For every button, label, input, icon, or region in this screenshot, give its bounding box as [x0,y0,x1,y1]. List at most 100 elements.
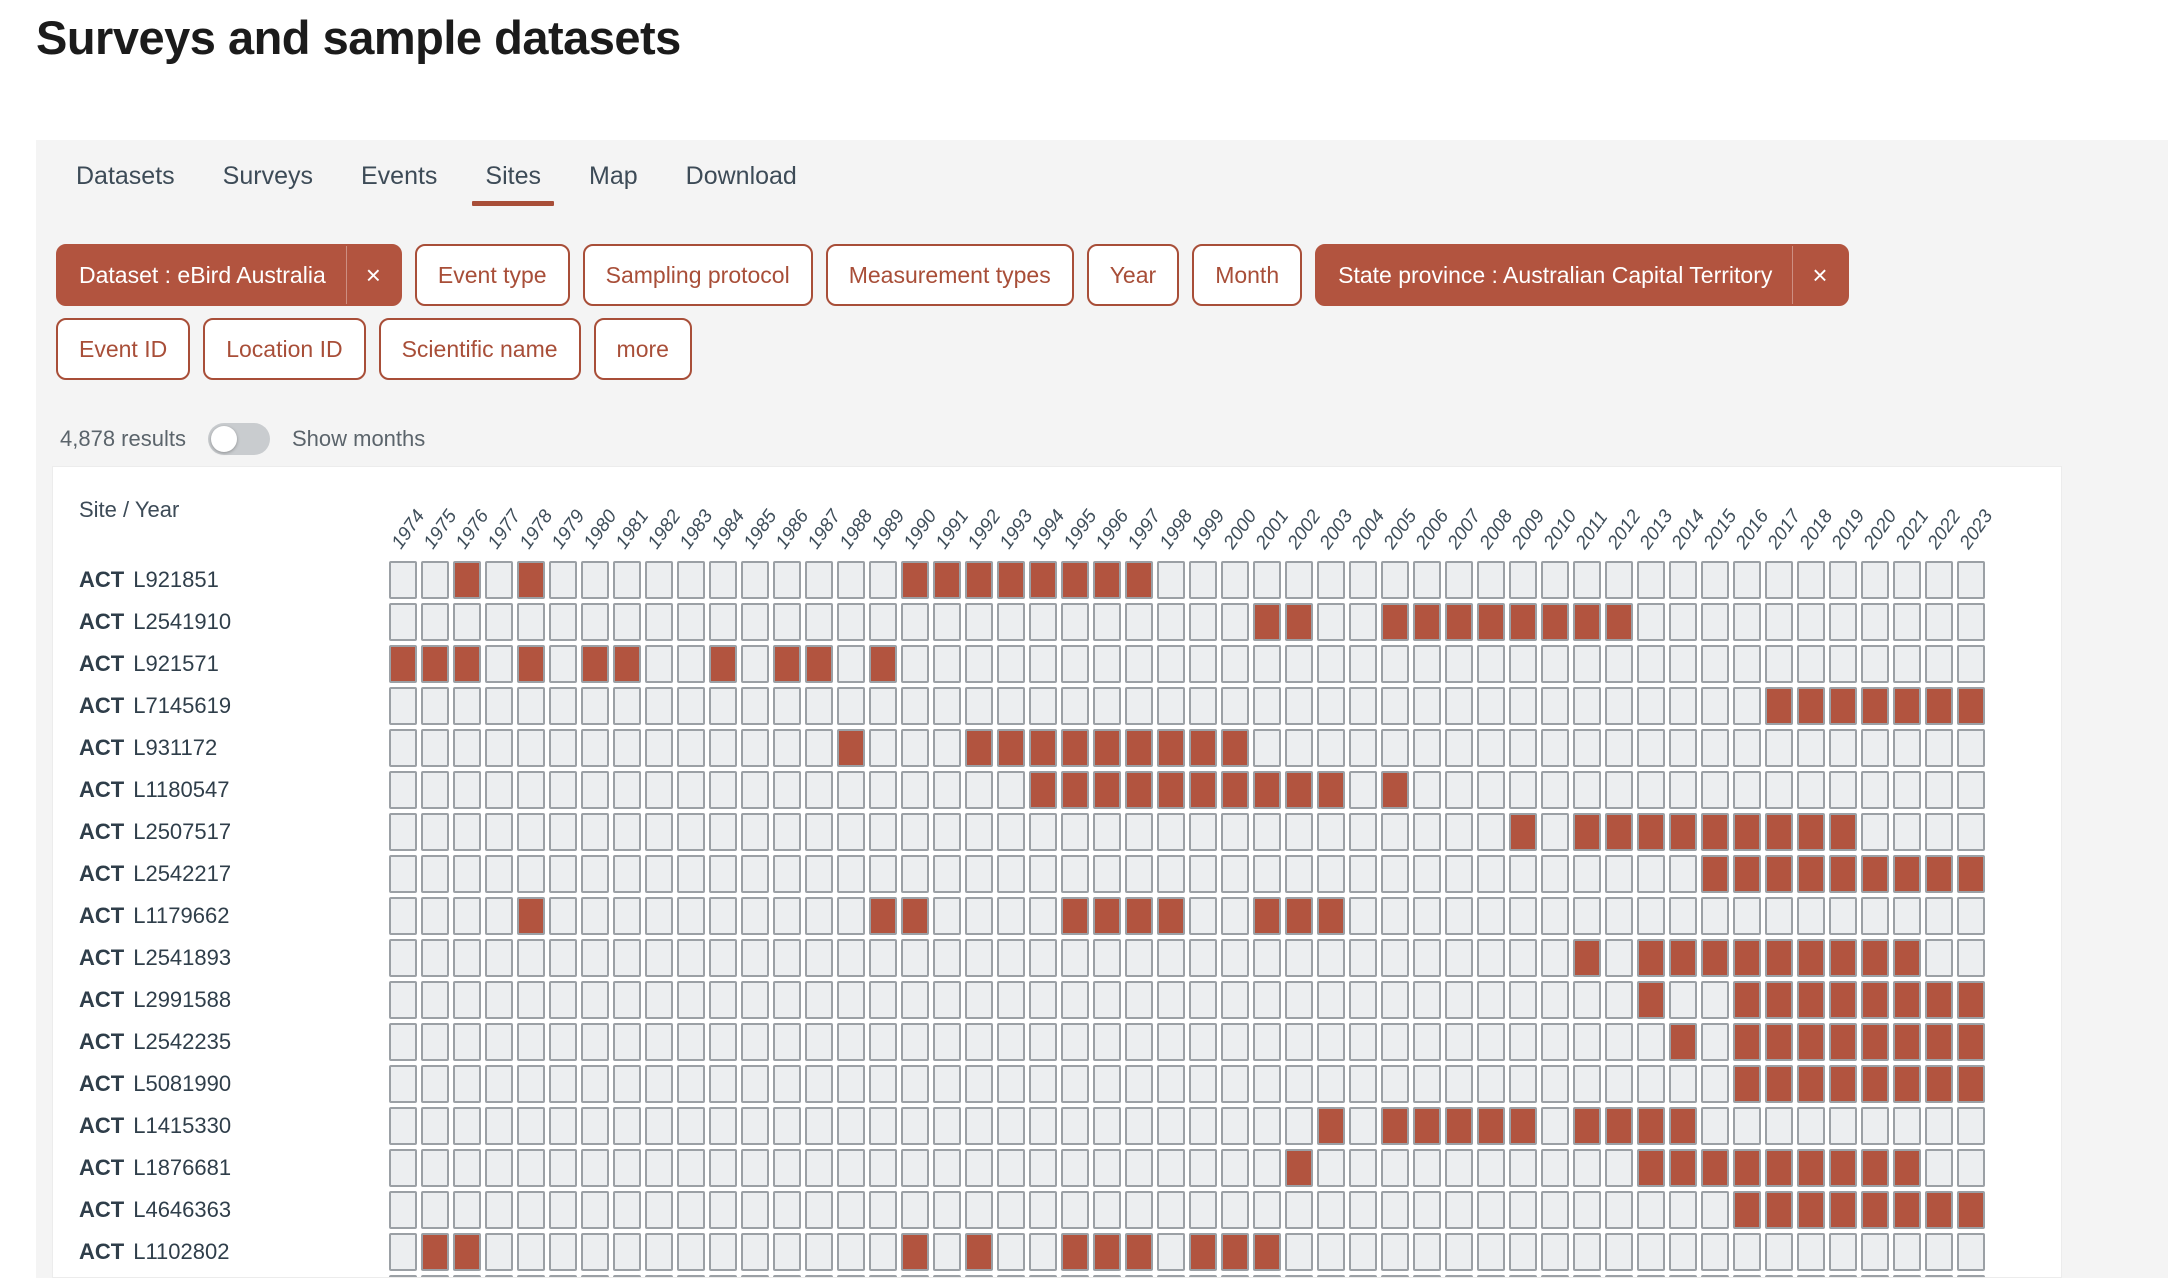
year-cell [869,561,897,599]
year-cell [709,939,737,977]
year-cell [453,771,481,809]
site-id: L1179662 [133,903,230,928]
filter-chip-sampling-protocol[interactable]: Sampling protocol [582,244,813,306]
site-id: L7145619 [133,693,232,718]
year-cell [1829,813,1857,851]
year-cell [997,1275,1025,1277]
year-cell [517,1149,545,1187]
year-cell [1669,729,1697,767]
year-cell [453,981,481,1019]
year-cell [1669,1191,1697,1229]
year-cell [1925,771,1953,809]
year-label: 1985 [739,506,782,553]
year-cell [1605,1191,1633,1229]
filter-chip-dataset-ebird-australia[interactable]: Dataset : eBird Australia × [56,244,402,306]
year-cell [901,1233,929,1271]
filter-chip-state-province-australian-capital-territory[interactable]: State province : Australian Capital Terr… [1315,244,1849,306]
year-cell [741,1149,769,1187]
filter-chip-location-id[interactable]: Location ID [203,318,366,380]
year-cell [1253,561,1281,599]
year-cell [1893,1107,1921,1145]
filter-chip-event-type[interactable]: Event type [414,244,570,306]
year-cell [1477,771,1505,809]
site-region: ACT [79,861,125,886]
year-cell [1605,603,1633,641]
year-cell [677,1233,705,1271]
year-cell [1349,729,1377,767]
year-cell [1605,645,1633,683]
year-label: 2001 [1251,506,1294,553]
year-cell [1157,561,1185,599]
year-cell [1349,1275,1377,1277]
year-cell [677,687,705,725]
year-cell [1541,1107,1569,1145]
filter-chip-measurement-types[interactable]: Measurement types [825,244,1074,306]
year-cell [613,1107,641,1145]
year-cell [1413,1023,1441,1061]
year-cell [1477,813,1505,851]
tab-surveys[interactable]: Surveys [222,162,313,190]
site-label: ACT L2542217 [79,855,231,893]
filter-chip-month[interactable]: Month [1192,244,1303,306]
filter-chip-event-id[interactable]: Event ID [56,318,191,380]
year-cell [1285,855,1313,893]
year-cell [581,687,609,725]
year-cell [1381,729,1409,767]
year-cell [453,1065,481,1103]
tab-events[interactable]: Events [360,162,438,190]
year-label: 2021 [1891,506,1934,553]
year-cell [741,939,769,977]
year-cell [1509,939,1537,977]
tab-datasets[interactable]: Datasets [76,162,175,190]
year-cell [1797,1107,1825,1145]
remove-filter-icon[interactable]: × [1792,246,1846,304]
year-cell [1061,1275,1089,1277]
year-cell [869,1065,897,1103]
year-cell [1125,729,1153,767]
year-cell [613,729,641,767]
tab-sites[interactable]: Sites [472,156,555,206]
year-cell [581,1065,609,1103]
year-cell [645,1065,673,1103]
year-cell [837,1023,865,1061]
year-cell [1893,645,1921,683]
year-cell [1221,645,1249,683]
filter-chip-year[interactable]: Year [1086,244,1180,306]
year-cell [1509,813,1537,851]
year-cell [1573,645,1601,683]
year-cell [1157,771,1185,809]
year-cell [1701,687,1729,725]
year-cell [933,771,961,809]
year-cell [901,813,929,851]
year-cell [421,1191,449,1229]
year-cell [997,855,1025,893]
year-cell [1925,1107,1953,1145]
year-cell [1797,1275,1825,1277]
filter-chip-scientific-name[interactable]: Scientific name [378,318,581,380]
site-row-l5081990: ACT L5081990 [53,1065,2061,1103]
remove-filter-icon[interactable]: × [345,246,400,304]
year-cell [805,771,833,809]
year-cell [1797,1023,1825,1061]
tab-map[interactable]: Map [589,162,638,190]
year-cell [1189,645,1217,683]
year-cell [645,687,673,725]
year-label: 2010 [1539,506,1582,553]
show-months-toggle[interactable] [207,423,270,455]
year-cell [1669,771,1697,809]
year-cell [1157,1023,1185,1061]
year-cell [1029,897,1057,935]
year-cell [1381,771,1409,809]
year-cell [1509,561,1537,599]
year-cell [1413,1191,1441,1229]
year-cell [965,813,993,851]
tab-download[interactable]: Download [685,162,797,190]
year-cell [1573,1149,1601,1187]
year-cell [517,897,545,935]
year-cell [741,771,769,809]
year-cell [1285,813,1313,851]
year-cell [805,855,833,893]
year-cell [1957,855,1985,893]
year-cell [1957,813,1985,851]
filter-chip-more[interactable]: more [593,318,692,380]
